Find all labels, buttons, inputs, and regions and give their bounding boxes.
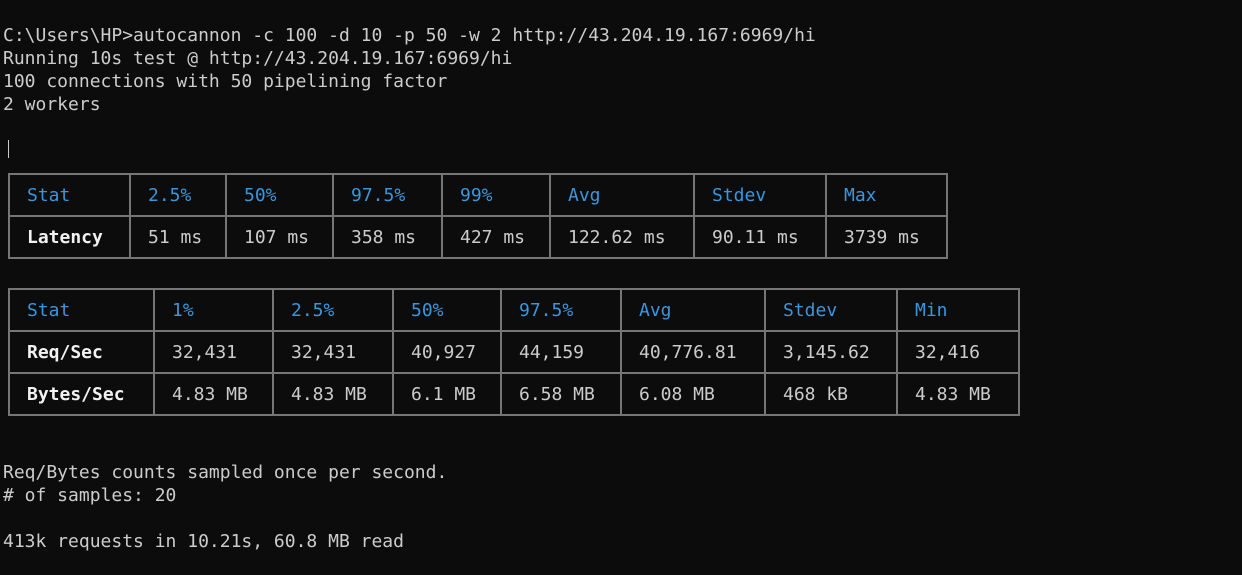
table-header-cell: 99%	[441, 173, 551, 217]
row-label-req-sec: Req/Sec	[8, 330, 155, 374]
table-cell: 40,927	[392, 330, 502, 374]
latency-table: Stat 2.5% 50% 97.5% 99% Avg Stdev Max La…	[8, 173, 948, 259]
table-header-cell: 97.5%	[500, 288, 622, 332]
row-label-latency: Latency	[8, 215, 131, 259]
table-cell: 3,145.62	[764, 330, 898, 374]
table-row: Req/Sec 32,431 32,431 40,927 44,159 40,7…	[8, 330, 1020, 374]
table-header-cell: 1%	[153, 288, 274, 332]
table-header-cell: 97.5%	[332, 173, 443, 217]
latency-header-row: Stat 2.5% 50% 97.5% 99% Avg Stdev Max	[8, 173, 948, 217]
table-cell: 32,416	[896, 330, 1020, 374]
table-header-cell: Avg	[549, 173, 695, 217]
text-cursor	[8, 140, 9, 158]
summary-line: 413k requests in 10.21s, 60.8 MB read	[3, 531, 404, 552]
row-label-bytes-sec: Bytes/Sec	[8, 372, 155, 416]
table-cell: 32,431	[153, 330, 274, 374]
table-cell: 3739 ms	[825, 215, 948, 259]
table-header-cell: 2.5%	[272, 288, 394, 332]
table-row: Latency 51 ms 107 ms 358 ms 427 ms 122.6…	[8, 215, 948, 259]
table-header-cell: Min	[896, 288, 1020, 332]
table-cell: 51 ms	[129, 215, 227, 259]
table-cell: 4.83 MB	[272, 372, 394, 416]
table-cell: 4.83 MB	[153, 372, 274, 416]
table-header-cell: 50%	[225, 173, 334, 217]
table-cell: 44,159	[500, 330, 622, 374]
table-cell: 6.58 MB	[500, 372, 622, 416]
table-cell: 107 ms	[225, 215, 334, 259]
table-header-cell: Max	[825, 173, 948, 217]
table-header-cell: Stdev	[693, 173, 827, 217]
table-row: Bytes/Sec 4.83 MB 4.83 MB 6.1 MB 6.58 MB…	[8, 372, 1020, 416]
table-header-cell: Avg	[620, 288, 766, 332]
table-cell: 468 kB	[764, 372, 898, 416]
table-header-cell: Stat	[8, 173, 131, 217]
throughput-table: Stat 1% 2.5% 50% 97.5% Avg Stdev Min Req…	[8, 288, 1020, 416]
table-header-cell: Stat	[8, 288, 155, 332]
table-cell: 6.08 MB	[620, 372, 766, 416]
table-cell: 90.11 ms	[693, 215, 827, 259]
table-cell: 427 ms	[441, 215, 551, 259]
table-cell: 358 ms	[332, 215, 443, 259]
connections-line: 100 connections with 50 pipelining facto…	[3, 71, 448, 92]
table-cell: 4.83 MB	[896, 372, 1020, 416]
table-header-cell: 50%	[392, 288, 502, 332]
table-cell: 40,776.81	[620, 330, 766, 374]
table-cell: 6.1 MB	[392, 372, 502, 416]
workers-line: 2 workers	[3, 94, 101, 115]
table-cell: 122.62 ms	[549, 215, 695, 259]
table-header-cell: 2.5%	[129, 173, 227, 217]
sampled-note-line: Req/Bytes counts sampled once per second…	[3, 462, 448, 483]
table-cell: 32,431	[272, 330, 394, 374]
table-header-cell: Stdev	[764, 288, 898, 332]
samples-count-line: # of samples: 20	[3, 485, 177, 506]
throughput-header-row: Stat 1% 2.5% 50% 97.5% Avg Stdev Min	[8, 288, 1020, 332]
command-line: C:\Users\HP>autocannon -c 100 -d 10 -p 5…	[3, 25, 816, 46]
running-test-line: Running 10s test @ http://43.204.19.167:…	[3, 48, 513, 69]
